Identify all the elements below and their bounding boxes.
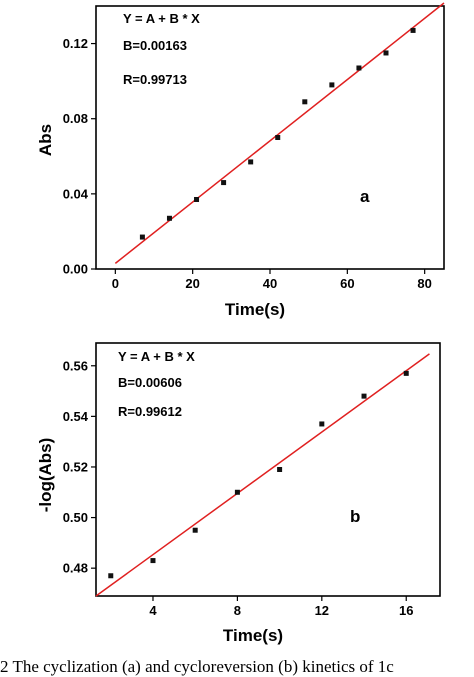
data-point (383, 50, 389, 56)
y-axis-label: -log(Abs) (36, 438, 55, 513)
plot-frame-b (95, 342, 441, 597)
data-point (194, 196, 200, 202)
fit-annotation: Y = A + B * X (118, 349, 195, 364)
x-tick-label: 40 (263, 276, 277, 291)
fit-annotation: R=0.99612 (118, 404, 182, 419)
fit-annotation: B=0.00163 (123, 38, 187, 53)
y-tick-label: 0.00 (63, 262, 88, 277)
panel-label: b (350, 507, 360, 526)
y-tick-label: 0.12 (63, 36, 88, 51)
data-point (248, 159, 254, 165)
data-point (277, 467, 283, 472)
data-point (108, 573, 114, 579)
data-point (302, 99, 308, 105)
data-point (150, 558, 156, 564)
x-tick-label: 20 (185, 276, 199, 291)
data-point (221, 180, 227, 186)
data-point (166, 215, 172, 221)
y-axis-label: Abs (36, 124, 55, 156)
x-tick-label: 16 (399, 603, 413, 618)
x-tick-label: 80 (417, 276, 431, 291)
y-tick-label: 0.56 (63, 358, 88, 373)
y-tick-label: 0.54 (63, 409, 89, 424)
fit-line (95, 353, 430, 597)
data-point (192, 527, 198, 533)
y-tick-label: 0.04 (63, 186, 89, 201)
data-point (139, 234, 145, 240)
data-point (329, 82, 335, 88)
y-tick-label: 0.48 (63, 561, 88, 576)
y-tick-label: 0.50 (63, 510, 88, 525)
fit-annotation: B=0.00606 (118, 375, 182, 390)
data-point (319, 421, 325, 427)
x-tick-label: 60 (340, 276, 354, 291)
figure-caption: 2 The cyclization (a) and cycloreversion… (0, 657, 394, 676)
data-point (361, 393, 367, 399)
data-point (356, 65, 362, 71)
data-point (403, 370, 409, 376)
data-point (234, 489, 240, 495)
x-tick-label: 4 (149, 603, 157, 618)
x-tick-label: 0 (112, 276, 119, 291)
fit-annotation: R=0.99713 (123, 72, 187, 87)
panel-label: a (360, 187, 370, 206)
fit-annotation: Y = A + B * X (123, 11, 200, 26)
x-axis-label: Time(s) (223, 626, 283, 645)
data-point (410, 27, 416, 33)
y-tick-label: 0.08 (63, 111, 88, 126)
data-point (275, 135, 281, 140)
y-tick-label: 0.52 (63, 459, 88, 474)
x-axis-label: Time(s) (225, 300, 285, 319)
x-tick-label: 8 (234, 603, 241, 618)
x-tick-label: 12 (315, 603, 329, 618)
